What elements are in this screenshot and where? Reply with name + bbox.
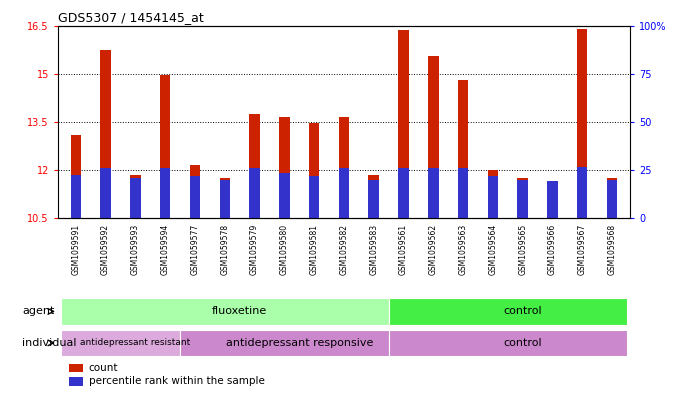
Bar xyxy=(279,173,289,218)
Bar xyxy=(389,330,627,356)
Bar xyxy=(368,175,379,218)
Bar xyxy=(180,330,389,356)
Text: percentile rank within the sample: percentile rank within the sample xyxy=(89,376,265,386)
Bar xyxy=(69,364,83,372)
Text: GSM1059593: GSM1059593 xyxy=(131,224,140,275)
Text: antidepressant resistant: antidepressant resistant xyxy=(80,338,191,347)
Bar xyxy=(458,168,469,218)
Text: GSM1059583: GSM1059583 xyxy=(369,224,378,275)
Bar xyxy=(160,75,170,218)
Bar xyxy=(190,176,200,218)
Text: GSM1059577: GSM1059577 xyxy=(191,224,200,275)
Text: GSM1059578: GSM1059578 xyxy=(220,224,229,275)
Bar xyxy=(607,180,617,218)
Bar xyxy=(249,168,259,218)
Text: control: control xyxy=(503,307,542,316)
Bar xyxy=(100,50,111,218)
Bar xyxy=(190,165,200,218)
Bar xyxy=(548,181,558,218)
Bar xyxy=(338,117,349,218)
Text: antidepressant responsive: antidepressant responsive xyxy=(225,338,373,348)
Bar xyxy=(338,168,349,218)
Bar xyxy=(607,178,617,218)
Bar xyxy=(389,298,627,325)
Bar xyxy=(219,180,230,218)
Text: count: count xyxy=(89,363,118,373)
Bar xyxy=(69,377,83,386)
Bar xyxy=(100,168,111,218)
Text: fluoxetine: fluoxetine xyxy=(212,307,267,316)
Text: individual: individual xyxy=(22,338,77,348)
Bar xyxy=(488,170,498,218)
Text: GSM1059592: GSM1059592 xyxy=(101,224,110,275)
Text: GSM1059594: GSM1059594 xyxy=(161,224,170,275)
Text: GSM1059565: GSM1059565 xyxy=(518,224,527,275)
Bar xyxy=(130,178,140,218)
Text: agent: agent xyxy=(22,307,54,316)
Bar xyxy=(458,80,469,218)
Text: GSM1059581: GSM1059581 xyxy=(310,224,319,275)
Bar xyxy=(428,56,439,218)
Bar xyxy=(61,330,180,356)
Text: GSM1059580: GSM1059580 xyxy=(280,224,289,275)
Text: GSM1059567: GSM1059567 xyxy=(577,224,587,275)
Bar xyxy=(398,30,409,218)
Bar xyxy=(428,168,439,218)
Bar xyxy=(279,117,289,218)
Bar xyxy=(160,168,170,218)
Text: GSM1059591: GSM1059591 xyxy=(72,224,80,275)
Bar xyxy=(368,180,379,218)
Bar xyxy=(71,135,81,218)
Text: GSM1059582: GSM1059582 xyxy=(339,224,349,275)
Bar xyxy=(577,167,588,218)
Text: GSM1059563: GSM1059563 xyxy=(458,224,468,275)
Bar xyxy=(61,298,389,325)
Bar xyxy=(71,175,81,218)
Bar xyxy=(219,178,230,218)
Bar xyxy=(577,29,588,218)
Text: control: control xyxy=(503,338,542,348)
Bar xyxy=(249,114,259,218)
Text: GSM1059568: GSM1059568 xyxy=(607,224,616,275)
Bar xyxy=(548,181,558,218)
Bar xyxy=(309,123,319,218)
Text: GSM1059562: GSM1059562 xyxy=(429,224,438,275)
Text: GDS5307 / 1454145_at: GDS5307 / 1454145_at xyxy=(58,11,204,24)
Bar xyxy=(518,180,528,218)
Text: GSM1059561: GSM1059561 xyxy=(399,224,408,275)
Text: GSM1059564: GSM1059564 xyxy=(488,224,497,275)
Bar xyxy=(518,178,528,218)
Bar xyxy=(398,168,409,218)
Text: GSM1059566: GSM1059566 xyxy=(548,224,557,275)
Text: GSM1059579: GSM1059579 xyxy=(250,224,259,275)
Bar xyxy=(309,176,319,218)
Bar xyxy=(488,176,498,218)
Bar xyxy=(130,175,140,218)
